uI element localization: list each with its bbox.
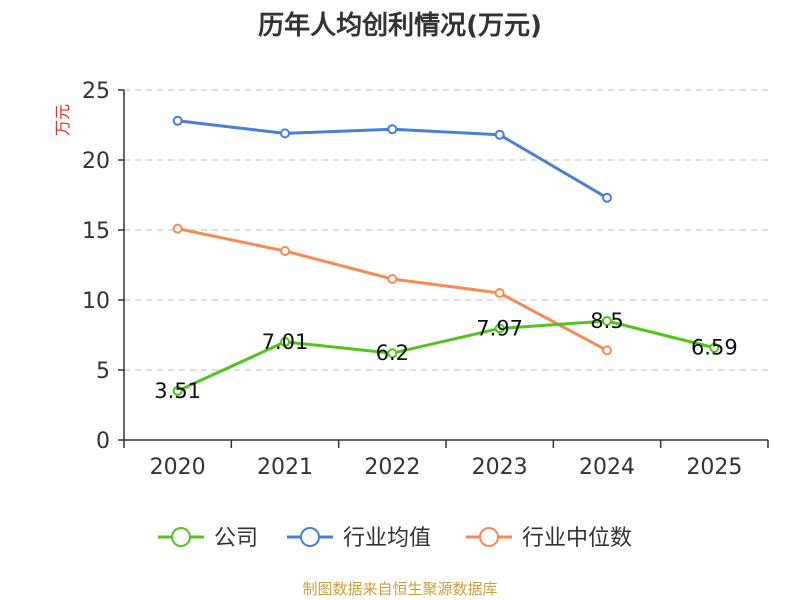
- data-point-2-0[interactable]: [172, 223, 183, 234]
- legend-marker: [479, 527, 499, 547]
- data-label: 3.51: [154, 379, 201, 403]
- data-labels: 3.51 7.01 6.2 7.97 8.5 6.59: [154, 309, 737, 403]
- data-label: 7.97: [476, 316, 523, 340]
- legend-marker: [300, 527, 320, 547]
- x-tick-label-2024: 2024: [579, 455, 635, 480]
- data-point-0-5[interactable]: [709, 342, 720, 353]
- data-label: 8.5: [590, 309, 623, 333]
- series-2: [172, 223, 612, 356]
- series-0: [172, 316, 720, 396]
- y-axis-label: 万元: [53, 104, 72, 136]
- series-line-0: [177, 319, 715, 393]
- legend-item-0[interactable]: 公司: [158, 526, 258, 551]
- series-group: [172, 115, 720, 396]
- data-label: 6.59: [691, 336, 738, 360]
- x-tick-label-2023: 2023: [472, 455, 528, 480]
- data-point-0-2[interactable]: [387, 348, 398, 359]
- data-point-1-1[interactable]: [280, 128, 290, 139]
- y-tick-label: 20: [82, 149, 110, 174]
- legend-item-2[interactable]: 行业中位数: [466, 526, 632, 551]
- series-line-2: [177, 227, 608, 352]
- data-point-0-4[interactable]: [602, 316, 612, 326]
- y-tick-label: 0: [96, 429, 110, 454]
- series-1: [172, 115, 612, 203]
- data-label: 6.2: [376, 341, 409, 365]
- data-point-1-0[interactable]: [172, 115, 183, 126]
- legend-label: 行业中位数: [522, 526, 632, 551]
- x-tick-label-2025: 2025: [686, 455, 742, 480]
- y-tick-label: 25: [82, 79, 110, 104]
- legend[interactable]: 公司 行业均值 行业中位数: [158, 526, 632, 551]
- data-point-0-1[interactable]: [280, 336, 290, 347]
- data-point-2-2[interactable]: [387, 274, 398, 284]
- data-point-2-1[interactable]: [280, 246, 290, 256]
- data-point-1-4[interactable]: [602, 192, 612, 203]
- data-point-1-3[interactable]: [494, 129, 505, 140]
- x-tick-label-2022: 2022: [364, 455, 420, 480]
- y-tick-label: 5: [96, 359, 110, 384]
- y-tick-label: 15: [82, 219, 110, 244]
- legend-marker: [171, 527, 191, 547]
- x-tick-label-2020: 2020: [150, 455, 206, 480]
- data-label: 7.01: [262, 330, 309, 354]
- source-note: 制图数据来自恒生聚源数据库: [302, 580, 497, 598]
- data-point-2-4[interactable]: [602, 345, 612, 356]
- data-point-2-3[interactable]: [494, 288, 505, 298]
- y-tick-label: 10: [82, 289, 110, 314]
- data-point-0-3[interactable]: [494, 323, 505, 334]
- legend-label: 公司: [214, 526, 258, 551]
- grid-lines: [124, 89, 768, 371]
- chart-title: 历年人均创利情况(万元): [258, 10, 542, 41]
- x-tick-label-2021: 2021: [257, 455, 313, 480]
- data-point-1-2[interactable]: [387, 124, 398, 135]
- data-point-0-0[interactable]: [172, 385, 183, 396]
- legend-item-1[interactable]: 行业均值: [287, 526, 431, 551]
- legend-label: 行业均值: [343, 526, 431, 551]
